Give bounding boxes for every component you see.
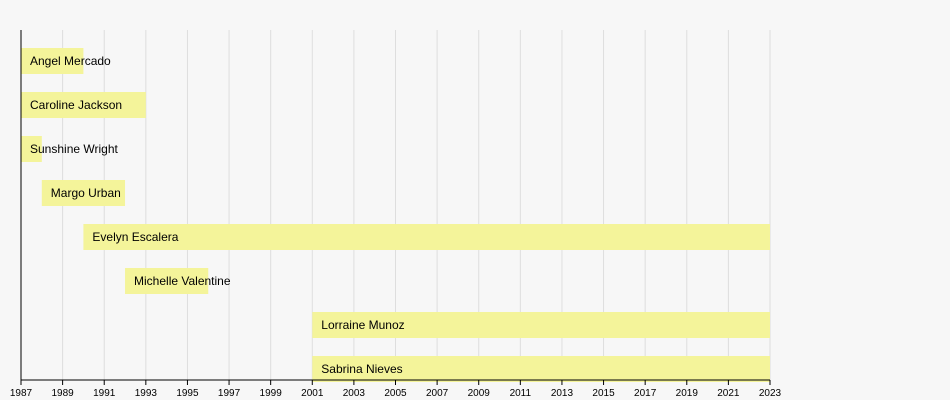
x-tick-label: 2017 bbox=[634, 388, 657, 399]
timeline-bar bbox=[125, 268, 209, 294]
bar-label: Michelle Valentine bbox=[134, 274, 231, 288]
bar-label: Caroline Jackson bbox=[30, 98, 122, 112]
timeline-bar bbox=[21, 92, 146, 118]
x-tick-label: 1999 bbox=[260, 388, 283, 399]
bar-label: Angel Mercado bbox=[30, 54, 111, 68]
x-tick-label: 2001 bbox=[301, 388, 324, 399]
x-tick-label: 2013 bbox=[551, 388, 574, 399]
x-tick-label: 2007 bbox=[426, 388, 449, 399]
timeline-bar bbox=[312, 312, 770, 338]
bar-label: Lorraine Munoz bbox=[321, 318, 404, 332]
x-tick-label: 2003 bbox=[343, 388, 366, 399]
bar-label: Evelyn Escalera bbox=[92, 230, 178, 244]
bars: Angel Mercado Caroline Jackson Sunshine Wr… bbox=[21, 48, 770, 382]
timeline-bar bbox=[83, 224, 770, 250]
timeline-bar bbox=[21, 48, 84, 74]
x-axis-ticks: 1987 1989 1991 1993 1995 1997 1999 2001 2003 2005… bbox=[10, 380, 782, 399]
x-tick-label: 2015 bbox=[592, 388, 615, 399]
x-tick-label: 2011 bbox=[510, 388, 532, 399]
bar-label: Sunshine Wright bbox=[30, 142, 118, 156]
x-tick-label: 1997 bbox=[218, 388, 241, 399]
x-tick-label: 1987 bbox=[10, 388, 33, 399]
timeline-bar bbox=[312, 356, 770, 382]
x-tick-label: 2023 bbox=[759, 388, 782, 399]
x-tick-label: 1995 bbox=[176, 388, 199, 399]
x-tick-label: 2021 bbox=[717, 388, 740, 399]
x-tick-label: 2009 bbox=[468, 388, 491, 399]
x-tick-label: 2019 bbox=[676, 388, 699, 399]
bar-label: Sabrina Nieves bbox=[321, 362, 402, 376]
timeline-bar bbox=[21, 136, 42, 162]
bar-label: Margo Urban bbox=[51, 186, 121, 200]
x-tick-label: 1993 bbox=[135, 388, 158, 399]
timeline-bar bbox=[41, 180, 126, 206]
x-tick-label: 1991 bbox=[93, 388, 116, 399]
x-tick-label: 1989 bbox=[51, 388, 74, 399]
x-tick-label: 2005 bbox=[384, 388, 407, 399]
